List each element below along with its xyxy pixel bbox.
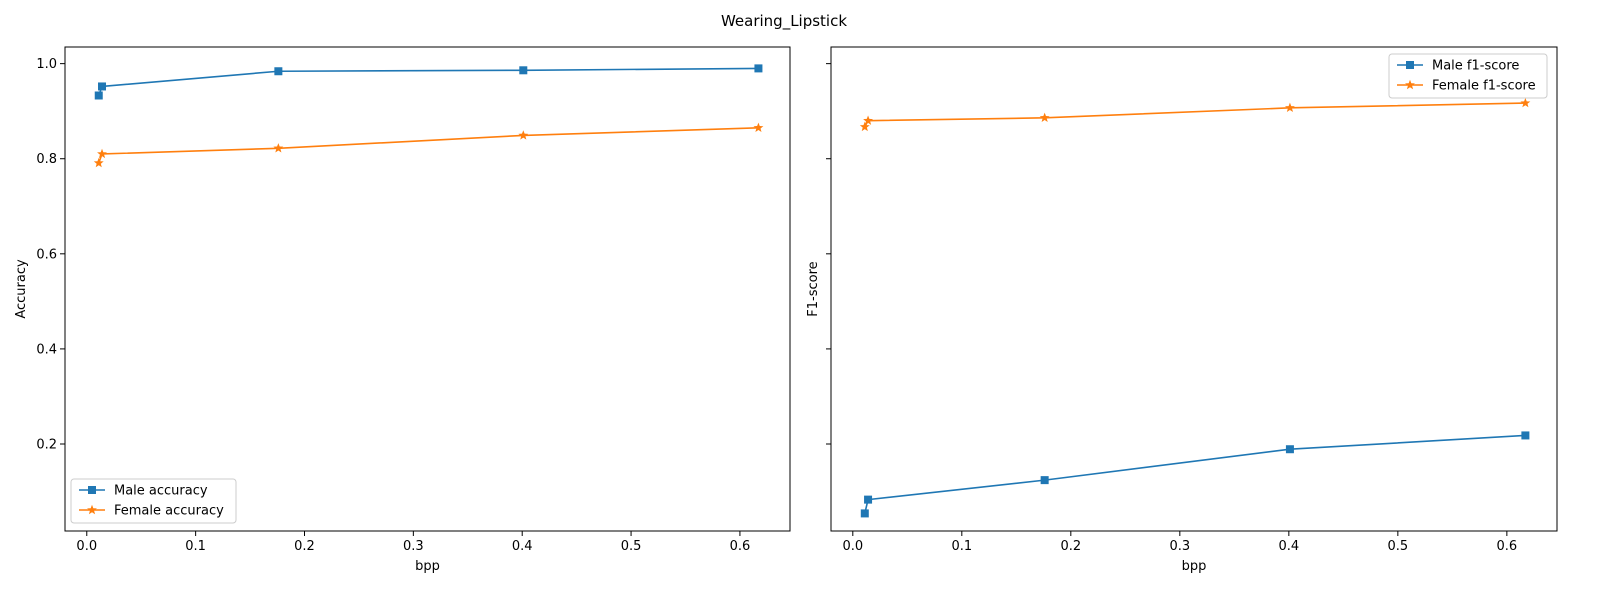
f1-x-tick-label: 0.6 — [1497, 539, 1518, 554]
male-f1-score-legend-label: Male f1-score — [1432, 59, 1519, 74]
female-f1-score-point — [1284, 102, 1295, 113]
f1-x-tick-label: 0.5 — [1388, 539, 1409, 554]
male-accuracy-legend-marker — [88, 486, 96, 494]
female-f1-score-legend-label: Female f1-score — [1432, 79, 1536, 94]
male-f1-score-point — [864, 495, 873, 504]
accuracy-x-axis-label: bpp — [415, 559, 440, 574]
f1-x-tick-label: 0.2 — [1060, 539, 1081, 554]
f1-x-tick-label: 0.4 — [1278, 539, 1299, 554]
accuracy-x-tick-label: 0.0 — [76, 539, 97, 554]
accuracy-legend: Male accuracy Female accuracy — [70, 478, 237, 524]
male-accuracy-point — [754, 64, 763, 73]
male-f1-score-point — [860, 509, 869, 518]
f1-legend-box — [1388, 53, 1548, 99]
male-accuracy-point — [274, 67, 283, 76]
male-f1-score-point — [1040, 476, 1049, 485]
accuracy-y-tick-label: 0.2 — [36, 437, 57, 452]
f1-legend: Male f1-score Female f1-score — [1388, 53, 1548, 99]
male-accuracy-legend-label: Male accuracy — [114, 484, 208, 499]
accuracy-legend-box — [70, 478, 237, 524]
accuracy-y-tick-label: 0.4 — [36, 342, 57, 357]
f1-plot-frame — [830, 46, 1558, 532]
female-accuracy-point — [753, 122, 764, 133]
accuracy-y-axis-label: Accuracy — [14, 259, 29, 319]
male-accuracy-point — [94, 91, 103, 100]
female-f1-score-point — [1520, 97, 1531, 108]
female-accuracy-legend-marker — [87, 504, 97, 515]
accuracy-y-tick-label: 1.0 — [36, 57, 57, 72]
accuracy-x-tick-label: 0.1 — [185, 539, 206, 554]
female-accuracy-point — [93, 157, 104, 168]
f1-x-axis-label: bpp — [1182, 559, 1207, 574]
f1-x-tick-label: 0.0 — [842, 539, 863, 554]
accuracy-y-tick-label: 0.6 — [36, 247, 57, 262]
f1-x-tick-label: 0.3 — [1169, 539, 1190, 554]
accuracy-x-tick-label: 0.6 — [730, 539, 751, 554]
accuracy-chart-panel: 0.0 0.1 0.2 0.3 0.4 0.5 0.6 0.2 0.4 0.6 0.8 1.0 bpp A… — [14, 46, 791, 574]
female-accuracy-legend-label: Female accuracy — [114, 504, 224, 519]
accuracy-x-tick-label: 0.2 — [294, 539, 315, 554]
f1-score-chart-panel: 0.0 0.1 0.2 0.3 0.4 0.5 0.6 bpp F1-score Male f1-… — [806, 46, 1558, 574]
accuracy-x-tick-label: 0.4 — [512, 539, 533, 554]
male-accuracy-point — [519, 66, 528, 75]
female-accuracy-point — [518, 130, 529, 140]
male-f1-score-legend-marker — [1406, 61, 1414, 69]
female-f1-score-point — [1039, 112, 1050, 123]
male-accuracy-point — [98, 82, 107, 91]
female-accuracy-point — [273, 143, 284, 153]
accuracy-x-tick-label: 0.5 — [621, 539, 642, 554]
male-f1-score-point — [1285, 445, 1294, 454]
accuracy-y-tick-label: 0.8 — [36, 152, 57, 167]
female-f1-score-point — [863, 115, 874, 125]
female-accuracy-point — [97, 148, 107, 159]
male-f1-score-point — [1521, 431, 1530, 440]
female-f1-score-point — [859, 121, 870, 132]
accuracy-plot-frame — [64, 46, 791, 532]
f1-x-tick-label: 0.1 — [951, 539, 972, 554]
female-f1-score-legend-marker — [1405, 79, 1415, 90]
f1-y-axis-label: F1-score — [806, 261, 821, 316]
figure-title: Wearing_Lipstick — [721, 12, 847, 31]
accuracy-x-tick-label: 0.3 — [403, 539, 424, 554]
